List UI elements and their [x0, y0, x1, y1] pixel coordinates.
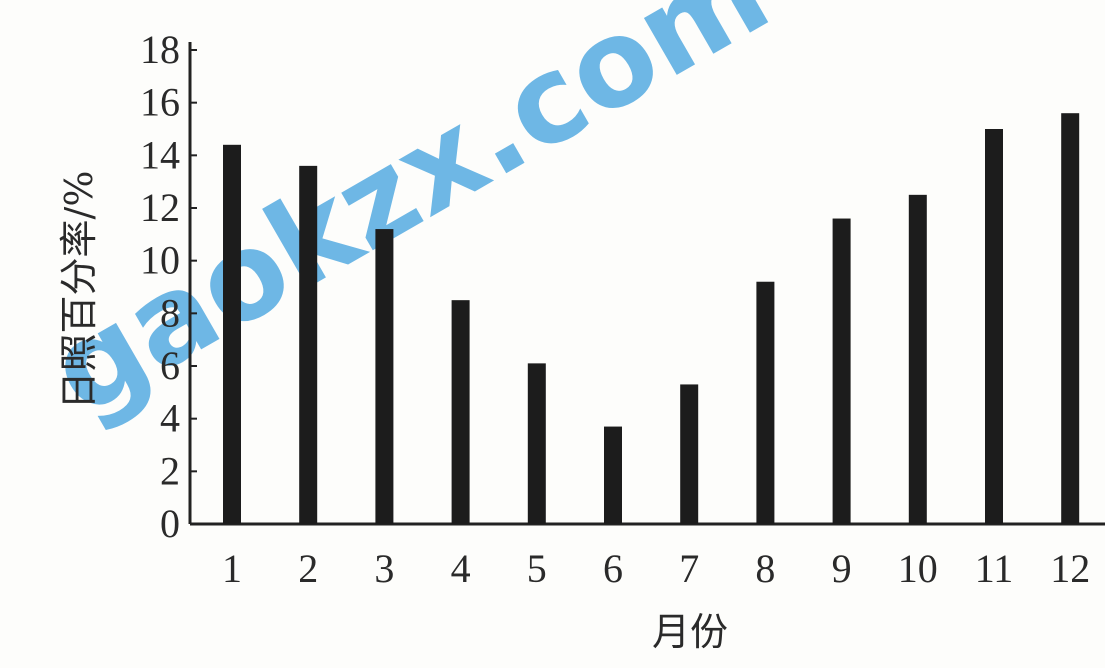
- bar-month-6: [604, 427, 622, 524]
- bar-month-2: [299, 166, 317, 524]
- y-tick-label: 12: [140, 185, 180, 230]
- bar-month-5: [528, 363, 546, 524]
- y-tick-label: 8: [160, 290, 180, 335]
- bar-month-7: [680, 384, 698, 524]
- bar-month-8: [756, 282, 774, 524]
- y-tick-label: 4: [160, 396, 180, 441]
- bar-month-3: [375, 229, 393, 524]
- x-tick-label: 7: [679, 546, 699, 591]
- x-tick-label: 12: [1050, 546, 1090, 591]
- x-axis-title: 月份: [652, 610, 728, 654]
- x-tick-label: 6: [603, 546, 623, 591]
- y-tick-label: 2: [160, 448, 180, 493]
- bar-month-9: [833, 219, 851, 524]
- y-tick-label: 18: [140, 27, 180, 72]
- x-tick-label: 1: [222, 546, 242, 591]
- bar-month-11: [985, 129, 1003, 524]
- x-tick-label: 10: [898, 546, 938, 591]
- bar-month-4: [452, 300, 470, 524]
- x-tick-label: 2: [298, 546, 318, 591]
- x-tick-label: 5: [527, 546, 547, 591]
- y-tick-label: 6: [160, 343, 180, 388]
- x-tick-label: 8: [755, 546, 775, 591]
- y-tick-label: 10: [140, 238, 180, 283]
- x-tick-label: 9: [832, 546, 852, 591]
- y-tick-label: 14: [140, 132, 180, 177]
- x-axis-ticks: 1 2 3 4 5 6 7 8 9 10 11 12: [222, 546, 1090, 591]
- bar-month-1: [223, 145, 241, 524]
- x-tick-label: 11: [975, 546, 1014, 591]
- y-axis-title: 日照百分率/%: [57, 171, 101, 410]
- bar-month-10: [909, 195, 927, 524]
- y-tick-label: 16: [140, 80, 180, 125]
- x-tick-label: 3: [374, 546, 394, 591]
- bar-month-12: [1061, 113, 1079, 524]
- x-tick-label: 4: [451, 546, 471, 591]
- y-tick-label: 0: [160, 501, 180, 546]
